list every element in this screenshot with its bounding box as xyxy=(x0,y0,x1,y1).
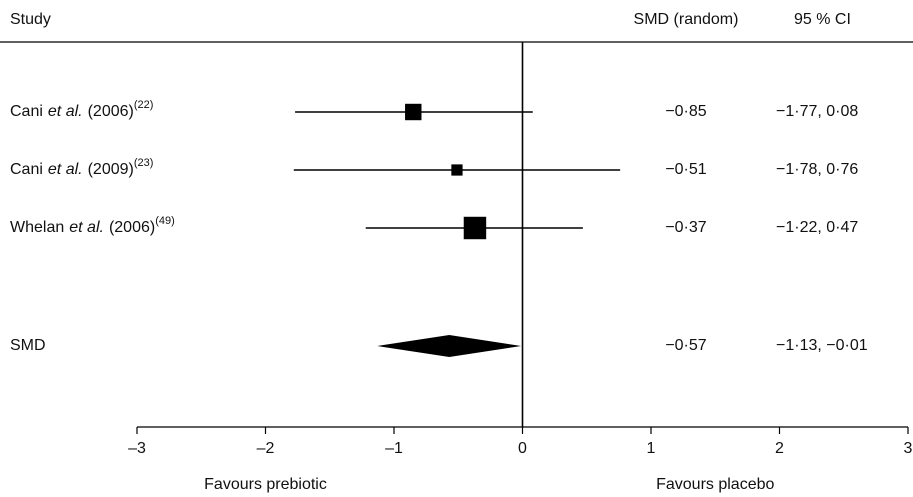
study-label: Whelan et al. (2006)(49) xyxy=(10,215,175,236)
header-ci: 95 % CI xyxy=(794,11,851,28)
x-tick-label: 0 xyxy=(518,440,527,457)
effect-square xyxy=(451,164,463,176)
header-estimate: SMD (random) xyxy=(634,11,739,28)
estimate-label: −0·37 xyxy=(665,219,706,236)
ci-label: −1·78, 0·76 xyxy=(776,161,858,178)
x-tick-label: 2 xyxy=(775,440,784,457)
study-author: Cani xyxy=(10,161,43,178)
study-label: Cani et al. (2006)(22) xyxy=(10,99,153,120)
x-tick-label: 1 xyxy=(647,440,656,457)
study-ref: (22) xyxy=(134,99,154,111)
pooled-estimate-label: −0·57 xyxy=(665,337,706,354)
x-tick-label: –2 xyxy=(257,440,275,457)
x-tick-label: 3 xyxy=(904,440,913,457)
study-etal: et al. xyxy=(48,103,83,120)
study-year: (2009) xyxy=(88,161,134,178)
study-author: Whelan xyxy=(10,219,64,236)
pooled-label: SMD xyxy=(10,337,46,354)
study-ref: (49) xyxy=(155,215,175,227)
study-ref: (23) xyxy=(134,157,154,169)
pooled-ci-label: −1·13, −0·01 xyxy=(776,337,868,354)
x-tick-label: –3 xyxy=(128,440,146,457)
header-study: Study xyxy=(10,11,51,28)
ci-label: −1·22, 0·47 xyxy=(776,219,858,236)
study-year: (2006) xyxy=(88,103,134,120)
study-label: Cani et al. (2009)(23) xyxy=(10,157,153,178)
effect-square xyxy=(405,103,422,121)
estimate-label: −0·51 xyxy=(665,161,706,178)
study-author: Cani xyxy=(10,103,43,120)
x-axis-label: Favours placebo xyxy=(656,476,774,493)
x-axis-label: Favours prebiotic xyxy=(204,476,327,493)
study-etal: et al. xyxy=(48,161,83,178)
study-etal: et al. xyxy=(69,219,104,236)
study-year: (2006) xyxy=(109,219,155,236)
ci-label: −1·77, 0·08 xyxy=(776,103,858,120)
pooled-diamond xyxy=(377,335,522,357)
effect-square xyxy=(463,216,487,240)
x-tick-label: –1 xyxy=(385,440,403,457)
estimate-label: −0·85 xyxy=(665,103,706,120)
